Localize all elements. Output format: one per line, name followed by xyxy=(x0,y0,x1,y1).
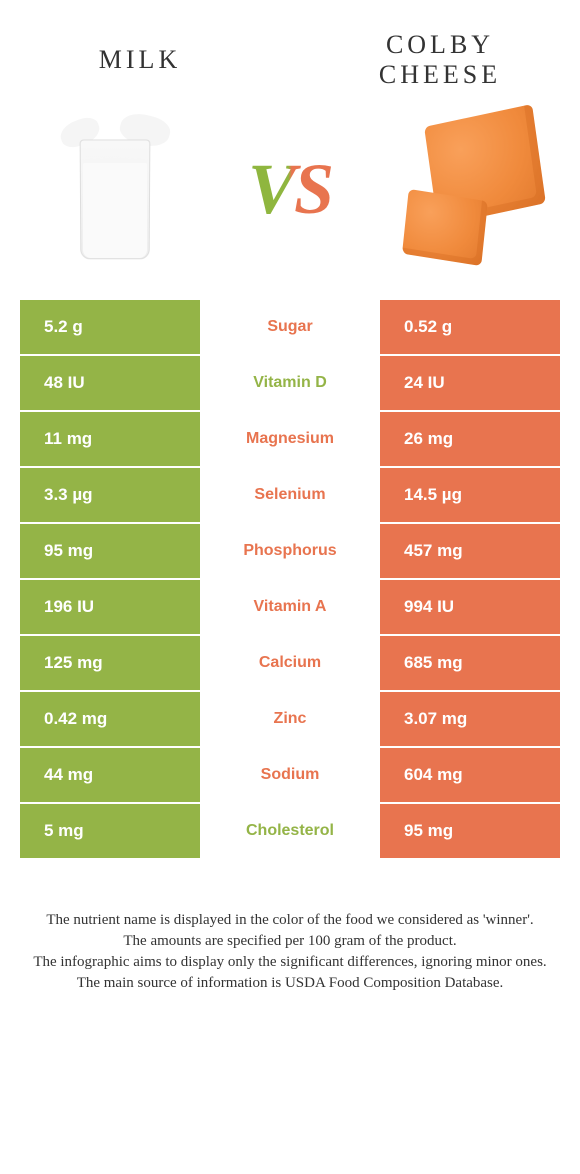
left-value-cell: 196 IU xyxy=(20,580,200,634)
left-value-cell: 44 mg xyxy=(20,748,200,802)
left-food-title: MILK xyxy=(40,45,240,75)
left-value-cell: 125 mg xyxy=(20,636,200,690)
hero-row: VS xyxy=(0,100,580,300)
footer-line-2: The amounts are specified per 100 gram o… xyxy=(30,931,550,952)
table-row: 0.42 mgZinc3.07 mg xyxy=(20,692,560,748)
right-value-cell: 14.5 µg xyxy=(380,468,560,522)
nutrient-name-cell: Sodium xyxy=(200,748,380,802)
right-food-title: COLBY CHEESE xyxy=(340,30,540,90)
nutrient-name-cell: Magnesium xyxy=(200,412,380,466)
footer-line-4: The main source of information is USDA F… xyxy=(30,973,550,994)
milk-glass-icon xyxy=(70,120,160,260)
right-value-cell: 3.07 mg xyxy=(380,692,560,746)
table-row: 95 mgPhosphorus457 mg xyxy=(20,524,560,580)
footer-line-1: The nutrient name is displayed in the co… xyxy=(30,910,550,931)
right-value-cell: 24 IU xyxy=(380,356,560,410)
table-row: 125 mgCalcium685 mg xyxy=(20,636,560,692)
table-row: 11 mgMagnesium26 mg xyxy=(20,412,560,468)
table-row: 5 mgCholesterol95 mg xyxy=(20,804,560,860)
nutrient-name-cell: Zinc xyxy=(200,692,380,746)
nutrient-name-cell: Cholesterol xyxy=(200,804,380,858)
left-value-cell: 0.42 mg xyxy=(20,692,200,746)
table-row: 196 IUVitamin A994 IU xyxy=(20,580,560,636)
footer-notes: The nutrient name is displayed in the co… xyxy=(0,860,580,994)
nutrient-name-cell: Calcium xyxy=(200,636,380,690)
left-value-cell: 5 mg xyxy=(20,804,200,858)
right-value-cell: 457 mg xyxy=(380,524,560,578)
right-value-cell: 685 mg xyxy=(380,636,560,690)
table-row: 3.3 µgSelenium14.5 µg xyxy=(20,468,560,524)
milk-image xyxy=(30,105,200,275)
header: MILK COLBY CHEESE xyxy=(0,0,580,100)
left-value-cell: 48 IU xyxy=(20,356,200,410)
left-value-cell: 3.3 µg xyxy=(20,468,200,522)
nutrient-table: 5.2 gSugar0.52 g48 IUVitamin D24 IU11 mg… xyxy=(20,300,560,860)
right-value-cell: 604 mg xyxy=(380,748,560,802)
table-row: 5.2 gSugar0.52 g xyxy=(20,300,560,356)
right-value-cell: 0.52 g xyxy=(380,300,560,354)
table-row: 48 IUVitamin D24 IU xyxy=(20,356,560,412)
footer-line-3: The infographic aims to display only the… xyxy=(30,952,550,973)
table-row: 44 mgSodium604 mg xyxy=(20,748,560,804)
nutrient-name-cell: Phosphorus xyxy=(200,524,380,578)
cheese-image xyxy=(380,105,550,275)
left-value-cell: 5.2 g xyxy=(20,300,200,354)
right-value-cell: 994 IU xyxy=(380,580,560,634)
cheese-block-icon xyxy=(380,115,550,265)
header-right: COLBY CHEESE xyxy=(340,30,540,90)
nutrient-name-cell: Vitamin A xyxy=(200,580,380,634)
nutrient-name-cell: Vitamin D xyxy=(200,356,380,410)
left-value-cell: 11 mg xyxy=(20,412,200,466)
right-value-cell: 26 mg xyxy=(380,412,560,466)
nutrient-name-cell: Selenium xyxy=(200,468,380,522)
header-left: MILK xyxy=(40,45,240,75)
nutrient-name-cell: Sugar xyxy=(200,300,380,354)
right-value-cell: 95 mg xyxy=(380,804,560,858)
vs-label: VS xyxy=(248,148,332,231)
left-value-cell: 95 mg xyxy=(20,524,200,578)
